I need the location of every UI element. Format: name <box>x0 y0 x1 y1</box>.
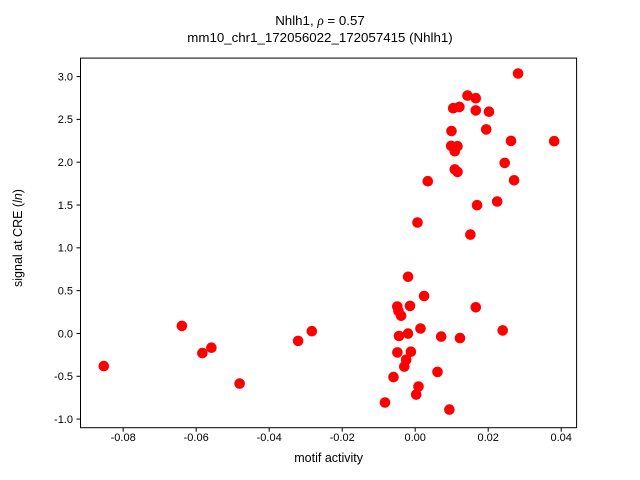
svg-text:3.0: 3.0 <box>58 71 73 83</box>
svg-text:signal at CRE (ln): signal at CRE (ln) <box>11 189 25 287</box>
svg-text:-1.0: -1.0 <box>54 414 73 426</box>
svg-text:-0.08: -0.08 <box>111 432 136 444</box>
svg-text:1.0: 1.0 <box>58 243 73 255</box>
svg-text:-0.06: -0.06 <box>184 432 209 444</box>
svg-text:-0.5: -0.5 <box>54 371 73 383</box>
svg-text:1.5: 1.5 <box>58 200 73 212</box>
svg-text:0.5: 0.5 <box>58 285 73 297</box>
svg-text:2.5: 2.5 <box>58 114 73 126</box>
svg-text:0.04: 0.04 <box>550 432 571 444</box>
svg-text:0.02: 0.02 <box>477 432 498 444</box>
svg-text:-0.02: -0.02 <box>330 432 355 444</box>
svg-text:motif activity: motif activity <box>294 451 364 465</box>
svg-text:0.00: 0.00 <box>404 432 425 444</box>
svg-text:-0.04: -0.04 <box>257 432 282 444</box>
svg-text:2.0: 2.0 <box>58 157 73 169</box>
svg-text:0.0: 0.0 <box>58 328 73 340</box>
